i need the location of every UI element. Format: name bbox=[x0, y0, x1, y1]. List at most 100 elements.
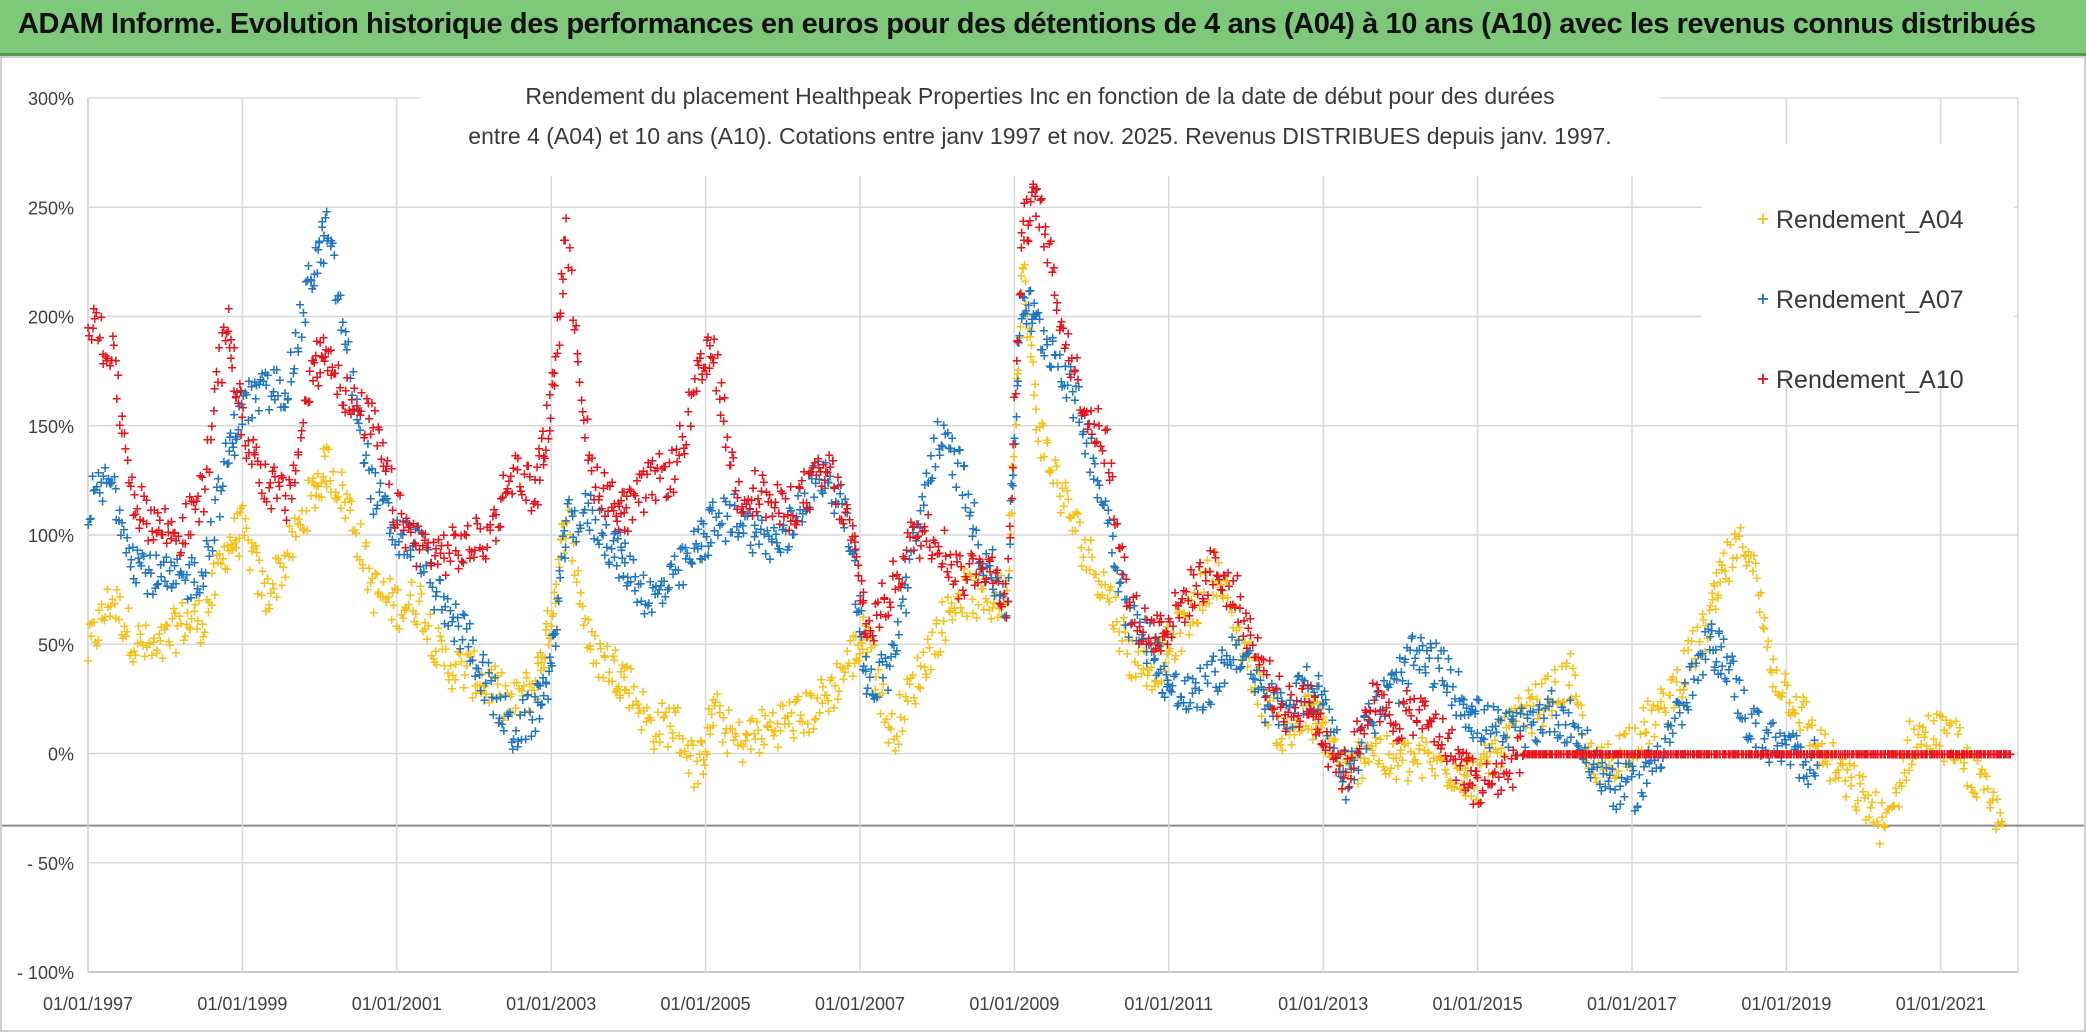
data-point-Rendement_A04: + bbox=[1864, 811, 1875, 826]
data-point-Rendement_A04: + bbox=[312, 467, 323, 482]
data-point-Rendement_A04: + bbox=[349, 524, 360, 539]
data-point-Rendement_A10: + bbox=[96, 310, 107, 325]
data-point-Rendement_A04: + bbox=[1108, 622, 1119, 637]
data-point-Rendement_A07: + bbox=[568, 530, 579, 545]
data-point-Rendement_A04: + bbox=[669, 701, 680, 716]
data-point-Rendement_A04: + bbox=[886, 707, 897, 722]
data-point-Rendement_A04: + bbox=[1780, 667, 1791, 682]
data-point-Rendement_A04: + bbox=[1175, 627, 1186, 642]
data-point-Rendement_A07: + bbox=[541, 675, 552, 690]
data-point-Rendement_A07: + bbox=[725, 526, 736, 541]
data-point-Rendement_A07: + bbox=[625, 549, 636, 564]
data-point-Rendement_A04: + bbox=[1147, 683, 1158, 698]
data-point-Rendement_A10: + bbox=[1008, 461, 1019, 476]
data-point-Rendement_A04: + bbox=[316, 491, 327, 506]
data-point-Rendement_A04: + bbox=[900, 690, 911, 705]
data-point-Rendement_A04: + bbox=[99, 614, 110, 629]
x-tick-label: 01/01/1997 bbox=[43, 994, 133, 1014]
data-point-Rendement_A10: + bbox=[712, 348, 723, 363]
data-point-Rendement_A04: + bbox=[1532, 712, 1543, 727]
data-point-Rendement_A04: + bbox=[202, 593, 213, 608]
data-point-Rendement_A04: + bbox=[1968, 750, 1979, 765]
data-point-Rendement_A04: + bbox=[295, 518, 306, 533]
data-point-Rendement_A04: + bbox=[831, 657, 842, 672]
data-point-Rendement_A04: + bbox=[527, 677, 538, 692]
legend-label: Rendement_A04 bbox=[1776, 206, 1964, 234]
data-point-Rendement_A07: + bbox=[562, 497, 573, 512]
data-point-Rendement_A04: + bbox=[1428, 751, 1439, 766]
data-point-Rendement_A07: + bbox=[689, 541, 700, 556]
data-point-Rendement_A07: + bbox=[657, 596, 668, 611]
data-point-Rendement_A04: + bbox=[1320, 716, 1331, 731]
data-point-Rendement_A04: + bbox=[779, 717, 790, 732]
data-point-Rendement_A07: + bbox=[224, 445, 235, 460]
data-point-Rendement_A04: + bbox=[222, 539, 233, 554]
data-point-Rendement_A04: + bbox=[918, 646, 929, 661]
data-point-Rendement_A07: + bbox=[692, 542, 703, 557]
data-point-Rendement_A04: + bbox=[1210, 545, 1221, 560]
data-point-Rendement_A04: + bbox=[1271, 736, 1282, 751]
data-point-Rendement_A07: + bbox=[737, 519, 748, 534]
data-point-Rendement_A04: + bbox=[1779, 676, 1790, 691]
data-point-Rendement_A04: + bbox=[1410, 753, 1421, 768]
data-point-Rendement_A10: + bbox=[1052, 296, 1063, 311]
data-point-Rendement_A10: + bbox=[1063, 327, 1074, 342]
data-point-Rendement_A04: + bbox=[1029, 388, 1040, 403]
data-point-Rendement_A07: + bbox=[545, 657, 556, 672]
data-point-Rendement_A04: + bbox=[198, 630, 209, 645]
data-point-Rendement_A07: + bbox=[713, 506, 724, 521]
data-point-Rendement_A07: + bbox=[1582, 724, 1593, 739]
data-point-Rendement_A04: + bbox=[1104, 595, 1115, 610]
data-point-Rendement_A07: + bbox=[599, 549, 610, 564]
data-point-Rendement_A07: + bbox=[473, 662, 484, 677]
data-point-Rendement_A07: + bbox=[423, 543, 434, 558]
data-point-Rendement_A07: + bbox=[659, 575, 670, 590]
data-point-Rendement_A04: + bbox=[593, 670, 604, 685]
data-point-Rendement_A04: + bbox=[1898, 751, 1909, 766]
data-point-Rendement_A04: + bbox=[1441, 767, 1452, 782]
data-point-Rendement_A04: + bbox=[1093, 574, 1104, 589]
data-point-Rendement_A04: + bbox=[469, 645, 480, 660]
data-point-Rendement_A04: + bbox=[1896, 779, 1907, 794]
data-point-Rendement_A04: + bbox=[1193, 616, 1204, 631]
data-point-Rendement_A07: + bbox=[300, 316, 311, 331]
data-point-Rendement_A04: + bbox=[1904, 763, 1915, 778]
data-point-Rendement_A07: + bbox=[143, 563, 154, 578]
data-point-Rendement_A04: + bbox=[524, 678, 535, 693]
data-point-Rendement_A04: + bbox=[1355, 752, 1366, 767]
data-point-Rendement_A04: + bbox=[1385, 761, 1396, 776]
data-point-Rendement_A04: + bbox=[1984, 796, 1995, 811]
data-point-Rendement_A10: + bbox=[1112, 517, 1123, 532]
data-point-Rendement_A07: + bbox=[124, 542, 135, 557]
data-point-Rendement_A04: + bbox=[550, 597, 561, 612]
data-point-Rendement_A10: + bbox=[1000, 577, 1011, 592]
data-point-Rendement_A10: + bbox=[885, 600, 896, 615]
data-point-Rendement_A07: + bbox=[286, 375, 297, 390]
data-point-Rendement_A04: + bbox=[1734, 530, 1745, 545]
data-point-Rendement_A07: + bbox=[353, 416, 364, 431]
data-point-Rendement_A07: + bbox=[355, 423, 366, 438]
data-point-Rendement_A07: + bbox=[382, 492, 393, 507]
data-point-Rendement_A04: + bbox=[1026, 339, 1037, 354]
data-point-Rendement_A07: + bbox=[385, 521, 396, 536]
data-point-Rendement_A04: + bbox=[752, 715, 763, 730]
data-point-Rendement_A07: + bbox=[125, 560, 136, 575]
data-point-Rendement_A07: + bbox=[756, 513, 767, 528]
data-point-Rendement_A04: + bbox=[1492, 746, 1503, 761]
data-point-Rendement_A04: + bbox=[1153, 677, 1164, 692]
data-point-Rendement_A07: + bbox=[180, 574, 191, 589]
data-point-Rendement_A07: + bbox=[664, 581, 675, 596]
data-point-Rendement_A04: + bbox=[328, 465, 339, 480]
data-point-Rendement_A04: + bbox=[1646, 704, 1657, 719]
data-point-Rendement_A04: + bbox=[1540, 672, 1551, 687]
data-point-Rendement_A04: + bbox=[548, 607, 559, 622]
data-point-Rendement_A07: + bbox=[196, 565, 207, 580]
x-tick-label: 01/01/2013 bbox=[1278, 994, 1368, 1014]
data-point-Rendement_A10: + bbox=[395, 489, 406, 504]
data-point-Rendement_A04: + bbox=[320, 474, 331, 489]
data-point-Rendement_A04: + bbox=[568, 536, 579, 551]
data-point-Rendement_A07: + bbox=[251, 379, 262, 394]
data-point-Rendement_A07: + bbox=[691, 537, 702, 552]
data-point-Rendement_A04: + bbox=[600, 650, 611, 665]
data-point-Rendement_A07: + bbox=[704, 503, 715, 518]
